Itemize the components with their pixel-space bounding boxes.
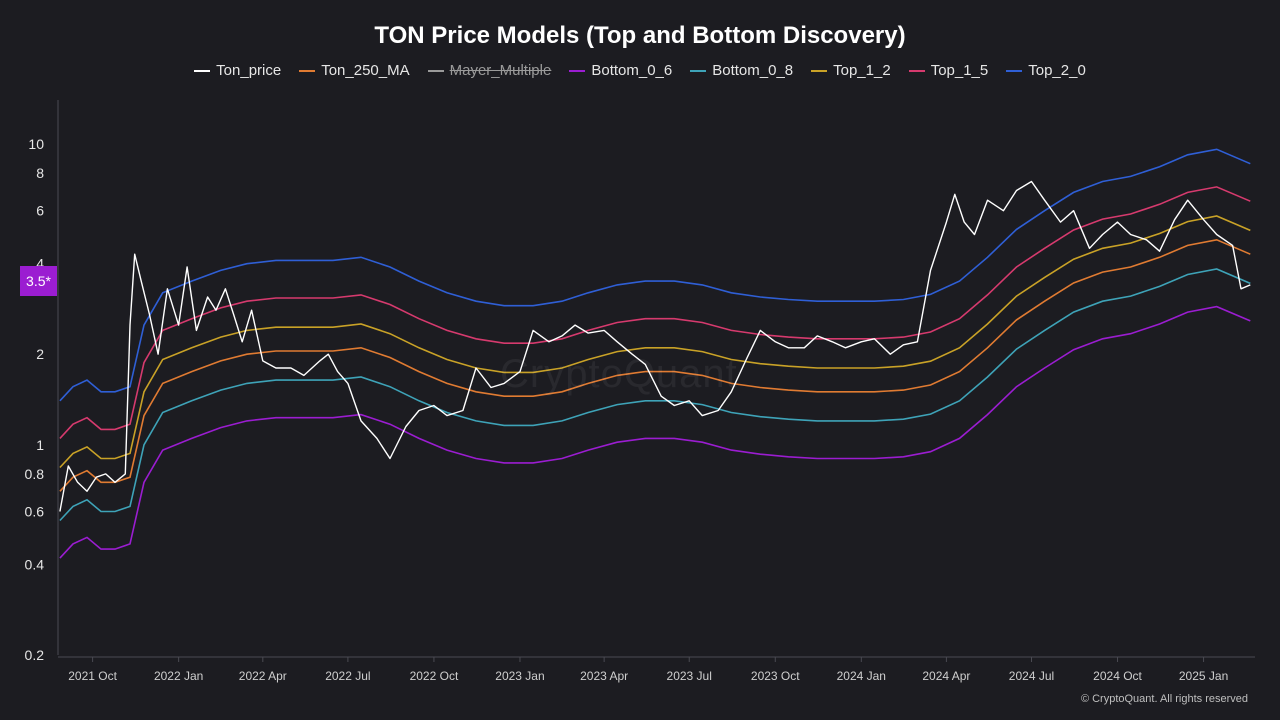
legend-swatch [690, 69, 707, 72]
legend-item-mayer-multiple[interactable]: Mayer_Multiple [427, 62, 552, 79]
y-tick-label: 0.4 [25, 556, 45, 572]
legend-item-ton-250-ma[interactable]: Ton_250_MA [299, 62, 410, 79]
legend-swatch [427, 69, 444, 72]
x-tick-label: 2024 Jul [1009, 669, 1054, 683]
x-tick-label: 2024 Oct [1093, 669, 1142, 683]
x-tick-label: 2024 Jan [837, 669, 886, 683]
y-tick-label: 1 [36, 437, 44, 453]
chart-title: TON Price Models (Top and Bottom Discove… [374, 22, 906, 49]
copyright-notice: © CryptoQuant. All rights reserved [1080, 693, 1248, 705]
series-line-ton-price [59, 180, 1251, 512]
y-tick-label: 4 [36, 256, 44, 272]
y-tick-label: 10 [28, 136, 44, 152]
legend-label: Top_2_0 [1028, 62, 1086, 79]
x-tick-label: 2023 Jul [667, 669, 712, 683]
legend-label: Bottom_0_6 [591, 62, 673, 79]
current-price-marker: 3.5* [20, 266, 57, 296]
x-tick-label: 2022 Apr [239, 669, 287, 683]
legend-item-ton-price[interactable]: Ton_price [194, 62, 281, 79]
legend-swatch [908, 69, 925, 72]
y-tick-label: 8 [36, 165, 44, 181]
legend-swatch [194, 69, 211, 72]
legend-swatch [811, 69, 828, 72]
legend-swatch [1006, 69, 1023, 72]
legend-label: Mayer_Multiple [449, 62, 552, 79]
series-line-ton-250-ma [59, 238, 1251, 492]
legend: Ton_price Ton_250_MA Mayer_Multiple Bottom_… [0, 62, 1280, 79]
x-tick-label: 2024 Apr [922, 669, 970, 683]
legend-item-top-1-5[interactable]: Top_1_5 [908, 62, 989, 79]
legend-item-top-1-2[interactable]: Top_1_2 [811, 62, 891, 79]
y-tick-label: 6 [36, 203, 44, 219]
x-tick-label: 2022 Jul [325, 669, 370, 683]
series-line-top-1-2 [59, 215, 1251, 469]
x-tick-label: 2022 Oct [410, 669, 459, 683]
y-tick-label: 2 [36, 346, 44, 362]
x-tick-label: 2023 Jan [495, 669, 544, 683]
legend-item-bottom-0-6[interactable]: Bottom_0_6 [569, 62, 672, 79]
x-tick-label: 2025 Jan [1179, 669, 1228, 683]
x-tick-label: 2023 Apr [580, 669, 628, 683]
y-tick-label: 0.2 [25, 647, 45, 663]
legend-label: Bottom_0_8 [712, 62, 794, 79]
legend-label: Top_1_2 [833, 62, 891, 79]
legend-label: Ton_250_MA [321, 62, 410, 79]
series-line-top-1-5 [59, 186, 1251, 439]
series-line-bottom-0-6 [59, 305, 1251, 559]
legend-swatch [299, 69, 316, 72]
series-line-top-2-0 [59, 148, 1251, 402]
legend-item-bottom-0-8[interactable]: Bottom_0_8 [690, 62, 793, 79]
x-tick-label: 2023 Oct [751, 669, 800, 683]
y-tick-label: 0.8 [25, 466, 45, 482]
legend-label: Ton_price [216, 62, 282, 79]
y-tick-label: 0.6 [25, 503, 45, 519]
legend-swatch [569, 69, 586, 72]
x-tick-label: 2021 Oct [68, 669, 117, 683]
legend-label: Top_1_5 [930, 62, 989, 79]
x-tick-label: 2022 Jan [154, 669, 203, 683]
series-line-bottom-0-8 [59, 268, 1251, 522]
legend-item-top-2-0[interactable]: Top_2_0 [1006, 62, 1086, 79]
watermark: CryptoQuant [500, 352, 738, 396]
